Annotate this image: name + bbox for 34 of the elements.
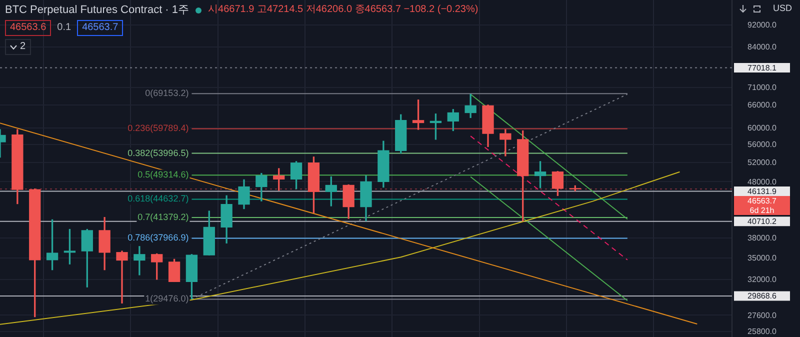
- annotation: 46563.6: [10, 21, 46, 35]
- ref-line-label: 0.236(59789.4): [128, 123, 189, 134]
- ref-line-label: 0.5(49314.6): [138, 170, 189, 180]
- ref-line-label: 46131.9: [748, 186, 778, 196]
- y-tick-label: 52000.0: [748, 158, 778, 168]
- chart-title: BTC Perpetual Futures Contract · 1주: [5, 3, 190, 17]
- ref-line-label: 77018.1: [748, 63, 778, 72]
- ref-line-label: 0(69153.2): [145, 88, 189, 98]
- ref-line-label: 40710.2: [748, 217, 778, 226]
- annotation: 0.1: [57, 21, 72, 35]
- ref-line-label: 0.618(44632.7): [128, 194, 189, 204]
- y-tick-label: 60000.0: [748, 124, 778, 133]
- y-tick-label: 35000.0: [748, 254, 778, 263]
- text: 46563.7: [748, 196, 778, 206]
- y-tick-label: 84000.0: [748, 42, 778, 52]
- y-tick-label: 71000.0: [748, 83, 778, 92]
- y-axis-title: USD: [772, 3, 792, 13]
- y-tick-label: 27600.0: [748, 310, 778, 320]
- y-tick-label: 32000.0: [748, 275, 778, 284]
- y-tick-label: 25800.0: [748, 327, 778, 336]
- ref-line-label: 0.786(37966.9): [128, 232, 189, 243]
- annotation: 시46671.9 고47214.5 저46206.0 종46563.7 −108.2 (−0.23%): [208, 3, 478, 17]
- y-tick-label: 92000.0: [748, 20, 778, 30]
- ref-line-label: 0.7(41379.2): [138, 212, 189, 222]
- y-tick-label: 56000.0: [748, 140, 778, 150]
- text: 6d 21h: [750, 206, 774, 215]
- y-tick-label: 38000.0: [748, 234, 778, 243]
- y-tick-label: 48000.0: [748, 177, 778, 186]
- ref-line-label: 0.382(53996.5): [128, 148, 189, 158]
- ref-line-label: 29868.6: [748, 292, 778, 301]
- y-tick-label: 66000.0: [748, 100, 778, 110]
- annotation: 46563.7: [82, 21, 118, 35]
- annotation: 2: [20, 40, 26, 54]
- ref-line-label: 1(29476.0): [145, 294, 189, 304]
